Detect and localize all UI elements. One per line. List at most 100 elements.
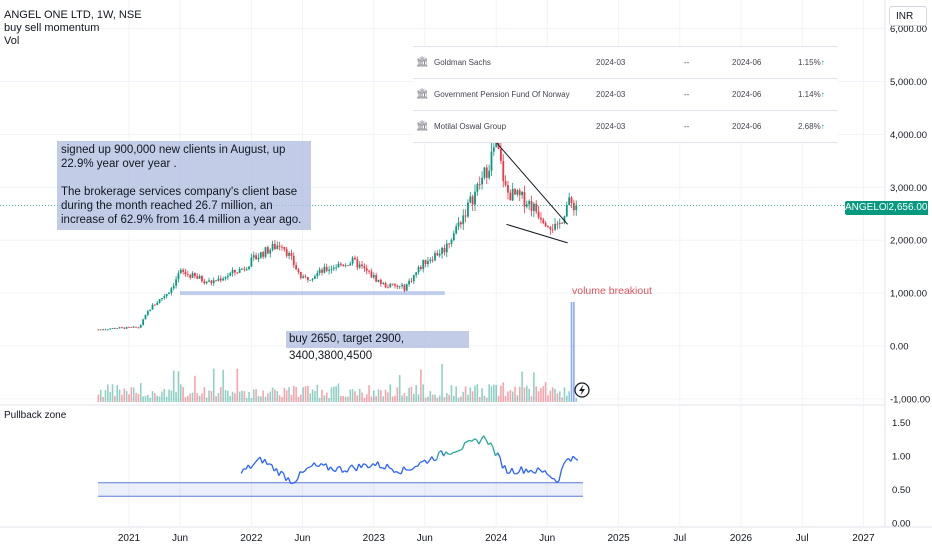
- up-arrow-icon: ↑: [820, 90, 825, 99]
- currency-selector[interactable]: INR: [889, 6, 927, 26]
- candle-body: [170, 288, 173, 293]
- oscillator-segment: [558, 470, 562, 482]
- candle-body: [165, 294, 168, 297]
- volume-bar: [151, 391, 154, 402]
- candle-body: [431, 259, 434, 261]
- oscillator-segment: [476, 439, 480, 445]
- oscillator-segment: [302, 470, 306, 474]
- volume-bar: [547, 395, 549, 402]
- candle-body: [278, 245, 281, 247]
- volume-bar: [570, 302, 573, 402]
- volume-bar: [302, 387, 304, 402]
- oscillator-segment: [504, 465, 508, 474]
- volume-bar: [382, 396, 385, 402]
- volume-bar: [271, 387, 274, 402]
- volume-bars: [97, 302, 578, 402]
- volume-breakout-label[interactable]: volume breakiout: [572, 285, 652, 297]
- news-annotation[interactable]: signed up 900,000 new clients in August,…: [57, 141, 311, 230]
- volume-bar: [354, 391, 356, 402]
- volume-bar: [311, 389, 314, 402]
- volume-bar: [130, 387, 133, 402]
- oscillator-segment: [469, 439, 473, 442]
- indicator-name[interactable]: buy sell momentum: [4, 22, 100, 34]
- volume-bar: [243, 391, 246, 402]
- candle-body: [389, 283, 392, 288]
- up-arrow-icon: ↑: [820, 122, 825, 131]
- candle-body: [224, 277, 227, 279]
- candle-body: [469, 196, 472, 203]
- bank-icon: 🏛: [416, 121, 429, 132]
- candle-body: [191, 273, 194, 278]
- volume-bar: [278, 395, 281, 402]
- volume-bar: [328, 397, 330, 402]
- price-axis[interactable]: 6,000.00 5,000.00 4,000.00 3,000.00 2,000.00…: [890, 24, 930, 529]
- oscillator-tick-label: 1.50: [892, 418, 911, 429]
- volume-bar: [184, 397, 187, 402]
- volume-bar: [189, 393, 191, 402]
- volume-bar: [245, 397, 248, 402]
- volume-bar: [220, 386, 222, 402]
- candle-body: [236, 272, 239, 274]
- volume-bar: [177, 371, 180, 402]
- candle-body: [196, 276, 199, 279]
- oscillator-segment: [443, 451, 447, 457]
- time-axis[interactable]: 2021 Jun 2022 Jun 2023 Jun 2024 Jun 2025 Jul 2026 J…: [118, 533, 875, 544]
- oscillator-segment: [440, 450, 445, 457]
- oscillator-segment: [320, 462, 324, 466]
- candle-body: [99, 329, 102, 331]
- candle-body: [492, 147, 495, 152]
- candle-body: [459, 222, 462, 225]
- pullback-pane-title[interactable]: Pullback zone: [4, 410, 67, 421]
- volume-bar: [384, 389, 387, 402]
- holder-name: Government Pension Fund Of Norway: [434, 90, 570, 99]
- volume-bar: [114, 395, 116, 402]
- volume-bar: [410, 386, 413, 402]
- oscillator-segment: [492, 447, 497, 457]
- volume-bar: [109, 392, 111, 402]
- volume-bar: [147, 394, 149, 402]
- lightning-icon[interactable]: [574, 382, 590, 398]
- candle-body: [396, 285, 399, 287]
- candle-body: [471, 196, 474, 205]
- volume-bar: [208, 390, 210, 402]
- buy-target-annotation[interactable]: buy 2650, target 2900, 3400,3800,4500: [286, 331, 469, 362]
- oscillator-segment: [367, 465, 371, 469]
- oscillator-segment: [466, 439, 470, 443]
- volume-bar: [144, 395, 147, 402]
- volume-bar: [471, 391, 474, 402]
- candle-body: [394, 284, 396, 286]
- volume-bar: [394, 395, 396, 402]
- volume-bar: [344, 396, 347, 402]
- candle-body: [358, 264, 361, 268]
- volume-label[interactable]: Vol: [4, 35, 20, 47]
- candle-body: [316, 272, 319, 277]
- candle-body: [558, 222, 561, 224]
- candle-body: [335, 267, 338, 269]
- volume-bar: [274, 389, 276, 402]
- candle-body: [321, 269, 323, 273]
- oscillator-segment: [464, 441, 468, 444]
- oscillator-segment: [459, 448, 463, 451]
- candle-body: [259, 252, 262, 258]
- volume-bar: [295, 386, 297, 402]
- oscillator-segment: [389, 467, 393, 470]
- volume-bar: [288, 387, 290, 402]
- volume-bar: [281, 397, 283, 402]
- oscillator-tick-label: 1.00: [892, 452, 911, 463]
- candle-body: [210, 280, 213, 284]
- candle-body: [565, 205, 568, 217]
- holding-date-to: 2024-06: [732, 90, 762, 99]
- candle-body: [304, 276, 307, 278]
- candle-body: [379, 279, 382, 284]
- candle-body: [314, 276, 316, 279]
- candle-body: [429, 259, 432, 262]
- oscillator-segment: [483, 435, 487, 441]
- volume-bar: [551, 387, 554, 402]
- volume-bar: [509, 389, 512, 402]
- candle-body: [248, 266, 250, 270]
- volume-bar: [309, 393, 312, 402]
- candle-body: [328, 269, 330, 271]
- oscillator-segment: [422, 459, 426, 463]
- candle-body: [241, 268, 243, 270]
